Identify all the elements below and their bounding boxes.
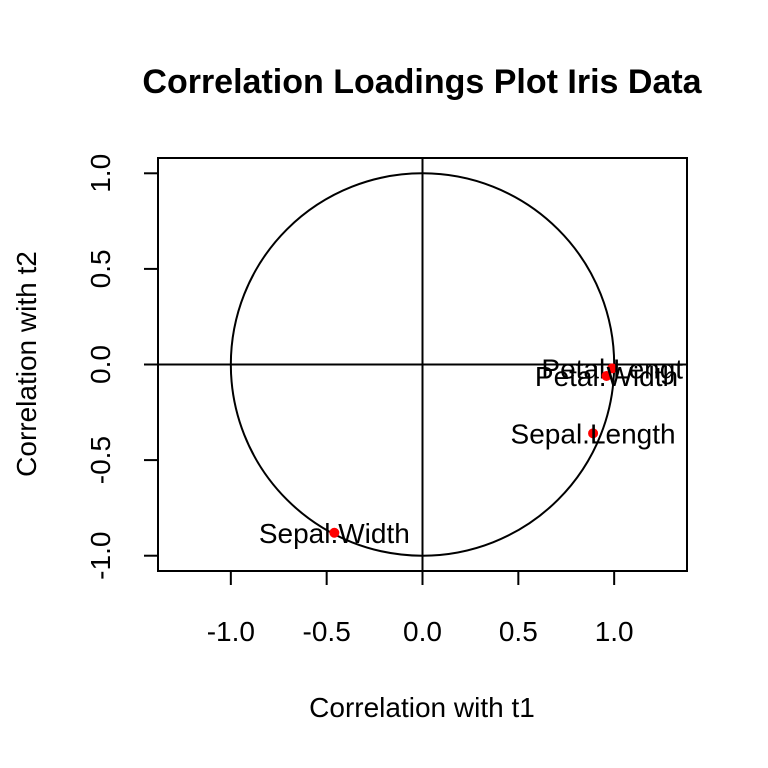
- x-tick-label: -1.0: [207, 616, 255, 647]
- y-tick-label: -1.0: [85, 532, 116, 580]
- point-sepal-width: [329, 527, 340, 538]
- point-label-sepal-length: Sepal.Length: [511, 418, 676, 449]
- data-points: Sepal.Length Sepal.Width Petal.LengtPetal.…: [259, 353, 683, 548]
- point-petal-length: [607, 363, 618, 374]
- x-axis-label: Correlation with t1: [309, 692, 535, 723]
- x-tick-label: 0.5: [499, 616, 538, 647]
- y-tick-label: 1.0: [85, 154, 116, 193]
- point-petal-width: [601, 370, 612, 381]
- y-axis: -1.0 -0.5 0.0 0.5 1.0: [85, 154, 159, 580]
- y-axis-label: Correlation with t2: [11, 251, 42, 477]
- y-tick-label: -0.5: [85, 436, 116, 484]
- x-tick-label: 1.0: [595, 616, 634, 647]
- y-tick-label: 0.0: [85, 345, 116, 384]
- point-label-sepal-width: Sepal.Width: [259, 518, 410, 549]
- x-tick-label: -0.5: [303, 616, 351, 647]
- x-tick-label: 0.0: [403, 616, 442, 647]
- y-tick-label: 0.5: [85, 249, 116, 288]
- x-axis: -1.0 -0.5 0.0 0.5 1.0: [207, 570, 634, 647]
- point-label-petal-width: Petal.Width: [535, 361, 678, 392]
- chart-title: Correlation Loadings Plot Iris Data: [142, 63, 702, 101]
- point-label-petal-length: Petal.Lengt: [541, 353, 683, 384]
- point-sepal-length: [588, 428, 599, 439]
